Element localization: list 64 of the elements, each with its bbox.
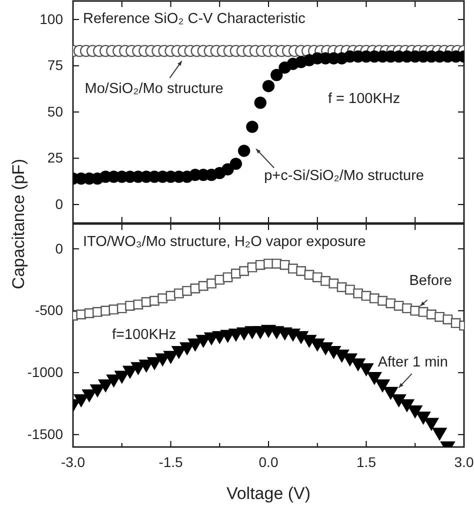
point bbox=[164, 350, 178, 364]
point bbox=[434, 312, 444, 322]
point bbox=[262, 80, 275, 92]
point bbox=[133, 300, 144, 310]
point bbox=[408, 405, 422, 418]
y-tick-label: -1000 bbox=[27, 364, 64, 380]
point bbox=[222, 163, 234, 176]
y-tick-label: 0 bbox=[55, 196, 64, 212]
annotation: f = 100KHz bbox=[328, 91, 400, 107]
point bbox=[238, 144, 250, 157]
x-tick-label: -1.5 bbox=[158, 454, 184, 470]
annotation: p+c-Si/SiO₂/Mo structure bbox=[264, 168, 424, 184]
annotation: Reference SiO₂ C-V Characteristic bbox=[83, 11, 306, 27]
point bbox=[345, 284, 355, 295]
y-tick-label: -500 bbox=[34, 302, 64, 318]
y-tick-label: 75 bbox=[47, 57, 64, 74]
y-tick-label: 0 bbox=[55, 240, 64, 256]
point bbox=[206, 278, 216, 288]
point bbox=[310, 338, 325, 352]
annotation: After 1 min bbox=[378, 354, 448, 371]
point bbox=[270, 68, 283, 82]
point bbox=[432, 428, 447, 440]
y-tick-label: 100 bbox=[40, 10, 64, 27]
point bbox=[246, 120, 258, 133]
point bbox=[384, 386, 398, 400]
point bbox=[342, 353, 358, 366]
x-tick-label: 0.0 bbox=[258, 454, 278, 470]
point bbox=[400, 399, 414, 412]
point bbox=[90, 384, 105, 397]
point bbox=[296, 266, 306, 276]
point bbox=[272, 258, 282, 269]
point bbox=[328, 278, 339, 288]
point bbox=[98, 379, 113, 392]
point bbox=[230, 158, 242, 170]
x-tick-label: -3.0 bbox=[60, 454, 86, 470]
annotation: f=100KHz bbox=[112, 327, 176, 343]
y-tick-label: 50 bbox=[47, 103, 64, 120]
point bbox=[158, 293, 168, 304]
point bbox=[182, 286, 192, 296]
point bbox=[188, 338, 202, 352]
x-tick-label: 3.0 bbox=[454, 454, 474, 470]
point bbox=[424, 418, 439, 430]
point bbox=[359, 363, 374, 376]
point bbox=[76, 310, 86, 320]
point bbox=[147, 357, 162, 370]
point bbox=[74, 394, 88, 407]
y-tick-label: -1500 bbox=[27, 426, 64, 442]
point bbox=[254, 96, 266, 109]
point bbox=[416, 412, 430, 424]
point bbox=[367, 372, 382, 385]
x-axis-title: Voltage (V) bbox=[226, 484, 311, 503]
annotation: Mo/SiO₂/Mo structure bbox=[84, 80, 224, 97]
y-axis-title: Capacitance (pF) bbox=[9, 158, 28, 290]
annotation: Before bbox=[409, 272, 452, 289]
point bbox=[239, 266, 249, 276]
point bbox=[350, 358, 366, 371]
point bbox=[353, 288, 364, 298]
point bbox=[82, 389, 96, 402]
annotation: ITO/WO₃/Mo structure, H₂O vapor exposure bbox=[83, 234, 366, 250]
point bbox=[106, 374, 121, 388]
point bbox=[114, 370, 130, 384]
point bbox=[375, 379, 390, 392]
y-tick-label: 25 bbox=[47, 150, 64, 166]
x-tick-label: 1.5 bbox=[356, 454, 376, 470]
